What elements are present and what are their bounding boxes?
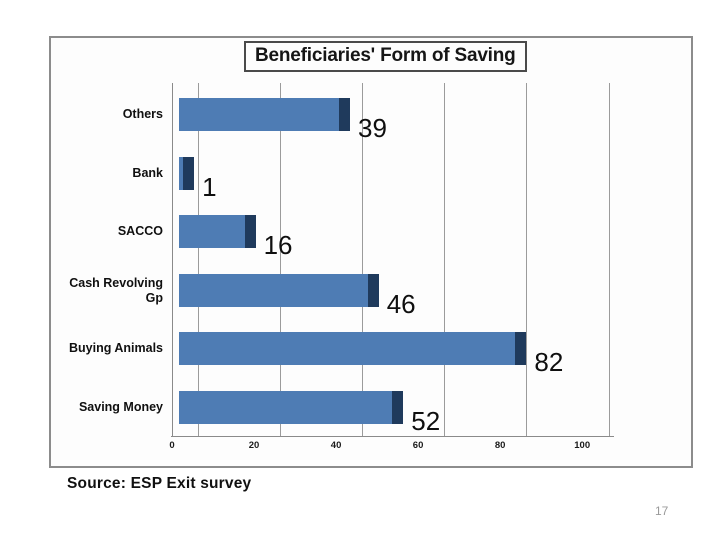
bar <box>179 391 393 424</box>
gridline <box>362 83 364 437</box>
category-label: Buying Animals <box>69 341 163 355</box>
category-label: Cash Revolving Gp <box>69 275 163 305</box>
bar-end-cap <box>339 98 350 131</box>
gridline <box>280 83 282 437</box>
gridline <box>444 83 446 437</box>
category-label: Saving Money <box>78 400 163 414</box>
category-label: Bank <box>132 166 163 180</box>
page-number: 17 <box>655 504 669 518</box>
bar <box>179 157 184 190</box>
axis-tick-label: 40 <box>330 440 342 451</box>
bar-value-label: 46 <box>386 289 416 319</box>
chart-title: Beneficiaries' Form of Saving <box>244 41 527 72</box>
axis-tick-label: 80 <box>494 440 506 451</box>
category-label: SACCO <box>117 224 163 238</box>
source-note: Source: ESP Exit survey <box>67 475 252 492</box>
axis-tick-label: 0 <box>169 440 175 451</box>
bar <box>179 215 245 248</box>
value-axis-line <box>171 436 614 437</box>
bar-end-cap <box>244 215 256 248</box>
category-axis-line <box>172 83 173 437</box>
gridline <box>526 83 528 437</box>
gridline <box>198 83 200 437</box>
axis-tick-label: 100 <box>574 440 591 451</box>
category-label: Others <box>122 107 163 121</box>
bar-value-label: 39 <box>358 113 387 143</box>
bar <box>179 274 368 307</box>
plot-area: Others 39 Bank 1 SACCO 16 Cash Revolving Gp 46 B… <box>69 83 614 451</box>
chart-title-text: Beneficiaries' Form of Saving <box>255 45 516 66</box>
axis-tick-label: 60 <box>412 440 424 451</box>
bar <box>179 98 339 131</box>
bar-value-label: 16 <box>263 230 293 260</box>
axis-tick-label: 20 <box>248 440 260 451</box>
bar-end-cap <box>367 274 379 307</box>
bar-value-label: 82 <box>534 347 564 377</box>
bar-end-cap <box>183 157 195 190</box>
bar-value-label: 52 <box>411 406 441 436</box>
gridline <box>608 83 610 437</box>
bar-end-cap <box>392 391 404 424</box>
bar-end-cap <box>515 332 527 365</box>
bar-value-label: 1 <box>202 172 217 202</box>
chart-container: Beneficiaries' Form of Saving Others 39 Ba… <box>49 36 693 468</box>
bar <box>179 332 516 365</box>
